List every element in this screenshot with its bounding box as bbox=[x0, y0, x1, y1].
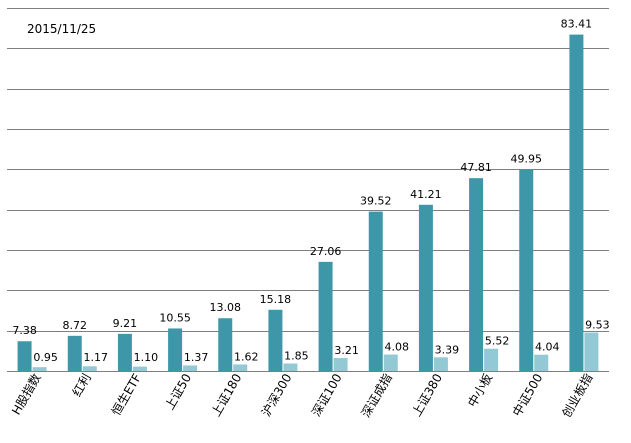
bar-series-2-1 bbox=[82, 366, 97, 371]
data-label-series-2-9: 5.52 bbox=[485, 335, 510, 348]
data-label-series-1-4: 13.08 bbox=[210, 301, 242, 314]
x-tick-label-0: H股指数 bbox=[8, 371, 44, 417]
bar-series-2-9 bbox=[484, 348, 499, 371]
x-tick-label-7: 深证成指 bbox=[358, 371, 395, 420]
data-label-series-2-1: 1.17 bbox=[84, 351, 109, 364]
data-label-series-2-7: 4.08 bbox=[385, 341, 410, 354]
bar-series-2-2 bbox=[132, 366, 147, 371]
data-label-series-2-0: 0.95 bbox=[33, 351, 58, 364]
data-label-series-2-4: 1.62 bbox=[234, 350, 259, 363]
data-labels: 7.38 0.95 8.72 1.17 9.21 1.10 10.55 1.37 13.08 1.… bbox=[12, 18, 609, 364]
data-label-series-2-11: 9.53 bbox=[585, 319, 610, 332]
data-label-series-1-6: 27.06 bbox=[310, 245, 342, 258]
data-label-series-1-0: 7.38 bbox=[12, 324, 37, 337]
data-label-series-2-8: 3.39 bbox=[435, 343, 460, 356]
data-label-series-2-2: 1.10 bbox=[134, 351, 159, 364]
bar-series-2-6 bbox=[333, 358, 348, 371]
x-tick-label-8: 上证380 bbox=[409, 371, 445, 419]
bar-series-1-8 bbox=[418, 204, 433, 371]
bar-series-1-6 bbox=[318, 261, 333, 371]
data-label-series-1-8: 41.21 bbox=[410, 188, 442, 201]
data-label-series-1-2: 9.21 bbox=[113, 317, 138, 330]
data-label-series-1-9: 47.81 bbox=[460, 161, 492, 174]
data-label-series-1-11: 83.41 bbox=[561, 18, 593, 31]
bar-series-1-10 bbox=[519, 169, 534, 371]
bar-series-1-1 bbox=[67, 335, 82, 371]
x-tick-label-1: 红利 bbox=[69, 371, 94, 399]
x-tick-label-5: 沪深300 bbox=[259, 371, 295, 419]
data-label-series-1-10: 49.95 bbox=[511, 153, 543, 166]
bar-series-2-4 bbox=[233, 364, 248, 371]
bar-series-1-7 bbox=[368, 211, 383, 371]
date-label: 2015/11/25 bbox=[27, 22, 97, 36]
gridlines bbox=[7, 8, 609, 332]
x-tick-label-3: 上证50 bbox=[162, 371, 194, 412]
bar-series-2-7 bbox=[383, 354, 398, 371]
bar-series-1-2 bbox=[117, 333, 132, 371]
data-label-series-1-5: 15.18 bbox=[260, 293, 292, 306]
bar-series-1-11 bbox=[569, 34, 584, 372]
bar-series-2-5 bbox=[283, 363, 298, 371]
data-label-series-1-7: 39.52 bbox=[360, 195, 392, 208]
x-tick-label-10: 中证500 bbox=[509, 371, 545, 419]
bar-series-1-3 bbox=[168, 328, 183, 371]
x-tick-label-9: 中小板 bbox=[464, 371, 495, 410]
data-label-series-2-5: 1.85 bbox=[284, 350, 309, 363]
data-label-series-2-3: 1.37 bbox=[184, 351, 209, 364]
x-tick-label-11: 创业板指 bbox=[559, 371, 596, 420]
bar-series-2-8 bbox=[433, 357, 448, 371]
x-tick-label-2: 恒生ETF bbox=[109, 371, 144, 418]
bar-series-2-11 bbox=[584, 332, 599, 371]
bars bbox=[17, 34, 599, 372]
bar-series-1-4 bbox=[218, 318, 233, 371]
x-tick-label-4: 上证180 bbox=[209, 371, 245, 419]
data-label-series-1-3: 10.55 bbox=[159, 311, 191, 324]
bar-series-2-10 bbox=[534, 354, 549, 371]
x-tick-label-6: 深证100 bbox=[309, 371, 345, 419]
bar-series-1-0 bbox=[17, 341, 32, 371]
bar-series-1-9 bbox=[469, 178, 484, 371]
bar-series-2-3 bbox=[183, 365, 198, 371]
bar-series-2-0 bbox=[32, 367, 47, 371]
data-label-series-1-1: 8.72 bbox=[63, 319, 88, 332]
data-label-series-2-10: 4.04 bbox=[535, 341, 560, 354]
bar-series-1-5 bbox=[268, 309, 283, 371]
data-label-series-2-6: 3.21 bbox=[334, 344, 359, 357]
x-tick-labels: H股指数 红利 恒生ETF 上证50 上证180 沪深300 深证100 深证成指 上证380 中… bbox=[8, 371, 595, 420]
